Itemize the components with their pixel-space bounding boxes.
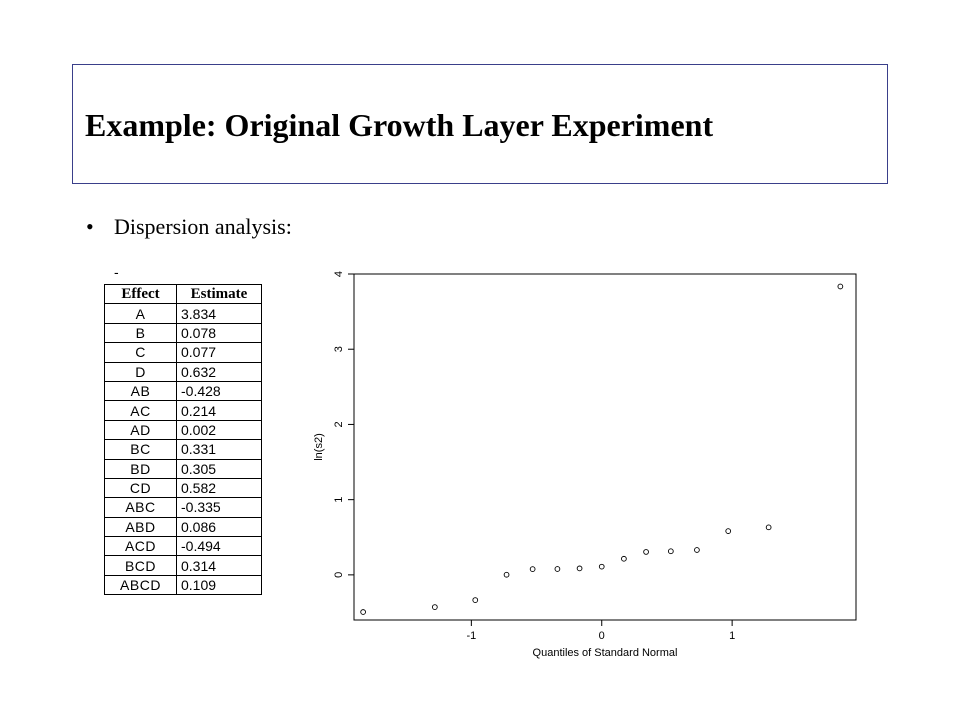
estimate-cell: -0.428 <box>176 380 262 402</box>
data-point <box>694 547 700 553</box>
data-point <box>472 597 479 603</box>
estimate-cell: 0.305 <box>176 458 262 479</box>
table-row: ACD -0.494 <box>104 536 262 557</box>
data-point <box>765 524 772 531</box>
bullet-item: • Dispersion analysis: <box>86 214 292 240</box>
x-tick-label: 0 <box>599 630 605 642</box>
data-point <box>643 549 649 555</box>
estimate-cell: 3.834 <box>176 303 262 324</box>
y-tick-label: 1 <box>333 497 345 503</box>
data-point <box>837 283 844 290</box>
bullet-dot-icon: • <box>86 214 94 239</box>
estimate-cell: 0.086 <box>176 516 262 538</box>
estimate-cell: 0.314 <box>176 555 262 576</box>
effect-cell: ACD <box>104 536 177 557</box>
qq-plot: -1 0 1 0 1 2 3 4 Quantiles of Standard Normal l… <box>313 271 857 659</box>
table-row: AC 0.214 <box>104 400 262 421</box>
effect-cell: A <box>104 303 177 324</box>
bullet-text: Dispersion analysis: <box>114 214 292 239</box>
data-point <box>621 555 627 562</box>
table-row: B 0.078 <box>104 322 262 344</box>
effect-cell: D <box>104 361 177 382</box>
effect-cell: BCD <box>104 555 177 576</box>
estimate-cell: 0.582 <box>176 477 262 499</box>
table-row: C 0.077 <box>104 342 262 363</box>
data-points <box>360 283 844 615</box>
data-point <box>503 571 510 578</box>
table-row: AD 0.002 <box>104 419 262 441</box>
data-point <box>360 609 366 615</box>
effect-cell: ABCD <box>104 574 177 596</box>
slide-title: Example: Original Growth Layer Experimen… <box>85 107 714 143</box>
title-box: Example: Original Growth Layer Experimen… <box>72 64 888 184</box>
estimate-cell: 0.331 <box>176 439 262 460</box>
effect-cell: B <box>104 322 177 344</box>
y-tick-label: 2 <box>333 421 345 427</box>
header-estimate: Estimate <box>176 283 262 305</box>
estimate-cell: -0.494 <box>176 536 262 557</box>
estimate-cell: 0.214 <box>176 400 262 421</box>
table-header-row: Effect Estimate <box>104 283 262 305</box>
x-axis-label: Quantiles of Standard Normal <box>533 647 678 659</box>
effect-cell: AC <box>104 400 177 421</box>
effect-cell: AB <box>104 380 177 402</box>
effect-cell: BC <box>104 439 177 460</box>
estimate-cell: 0.632 <box>176 361 262 382</box>
effect-cell: ABC <box>104 497 177 518</box>
y-tick-label: 3 <box>333 346 345 352</box>
y-axis-label: ln(s2) <box>313 433 325 461</box>
table-row: AB -0.428 <box>104 380 262 402</box>
y-tick-label: 0 <box>333 572 345 578</box>
data-point <box>667 548 674 555</box>
header-effect: Effect <box>104 283 177 305</box>
table-row: ABCD 0.109 <box>104 574 262 596</box>
effects-table: Effect Estimate A 3.834 B 0.078 C 0.077 D 0.… <box>104 283 262 596</box>
x-tick-label: 1 <box>729 630 735 642</box>
table-row: ABC -0.335 <box>104 497 262 518</box>
data-point <box>529 566 536 572</box>
effect-cell: C <box>104 342 177 363</box>
table-row: CD 0.582 <box>104 477 262 499</box>
estimate-cell: 0.078 <box>176 322 262 344</box>
table-row: BCD 0.314 <box>104 555 262 576</box>
dash-mark: - <box>114 264 119 280</box>
effect-cell: AD <box>104 419 177 441</box>
estimate-cell: -0.335 <box>176 497 262 518</box>
estimate-cell: 0.002 <box>176 419 262 441</box>
effect-cell: ABD <box>104 516 177 538</box>
data-point <box>725 528 732 534</box>
table-row: A 3.834 <box>104 303 262 324</box>
estimate-cell: 0.109 <box>176 574 262 596</box>
estimate-cell: 0.077 <box>176 342 262 363</box>
plot-frame <box>353 273 857 621</box>
data-point <box>576 565 583 572</box>
table-row: BC 0.331 <box>104 439 262 460</box>
data-point <box>598 563 605 570</box>
table-row: ABD 0.086 <box>104 516 262 538</box>
data-point <box>554 566 561 572</box>
table-row: BD 0.305 <box>104 458 262 479</box>
table-row: D 0.632 <box>104 361 262 382</box>
x-tick-label: -1 <box>466 630 476 642</box>
effect-cell: BD <box>104 458 177 479</box>
y-tick-label: 4 <box>333 271 345 277</box>
data-point <box>431 604 438 610</box>
axis-ticks: -1 0 1 0 1 2 3 4 <box>333 271 735 642</box>
effect-cell: CD <box>104 477 177 499</box>
